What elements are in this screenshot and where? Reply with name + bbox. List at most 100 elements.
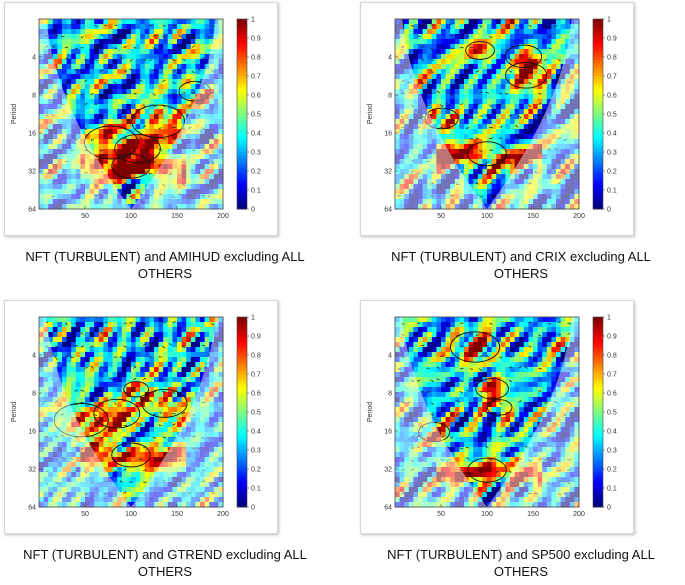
y-tick-label: 4: [32, 353, 36, 360]
y-tick-label: 64: [28, 207, 36, 214]
x-tick-label: 50: [437, 511, 445, 518]
y-tick-label: 64: [28, 505, 36, 512]
figure-caption: NFT (TURBULENT) and SP500 excluding ALL …: [356, 546, 685, 580]
colorbar-tick-label: 0.5: [607, 112, 617, 119]
y-tick-label: 32: [384, 467, 392, 474]
colorbar-tick-label: 0.4: [607, 429, 617, 436]
colorbar-tick-label: 1: [607, 315, 611, 322]
y-axis-label: Period: [11, 402, 18, 422]
y-tick-label: 8: [32, 391, 36, 398]
x-tick-label: 50: [437, 213, 445, 220]
colorbar-tick-label: 0.8: [607, 353, 617, 360]
y-tick-label: 8: [32, 93, 36, 100]
colorbar-tick-label: 0.4: [251, 429, 261, 436]
colorbar-tick-label: 0.3: [251, 448, 261, 455]
colorbar-tick-label: 0.6: [607, 391, 617, 398]
y-tick-label: 16: [384, 429, 392, 436]
colorbar-tick-label: 0.9: [607, 36, 617, 43]
colorbar-tick-label: 1: [251, 315, 255, 322]
colorbar-tick-label: 0.6: [251, 391, 261, 398]
x-tick-label: 150: [527, 213, 539, 220]
x-tick-label: 50: [81, 511, 89, 518]
y-axis-label: Period: [367, 402, 374, 422]
colorbar-tick-label: 0.8: [251, 55, 261, 62]
colorbar-tick-label: 0.5: [251, 410, 261, 417]
x-tick-label: 150: [171, 511, 183, 518]
colorbar-tick-label: 0.1: [251, 188, 261, 195]
colorbar-tick-label: 0.2: [251, 467, 261, 474]
y-tick-label: 32: [384, 169, 392, 176]
colorbar-tick-label: 0: [607, 505, 611, 512]
caption-line-1: NFT (TURBULENT) and GTREND excluding ALL: [23, 547, 307, 562]
colorbar-tick-label: 0.9: [251, 334, 261, 341]
colorbar-tick-label: 0.6: [607, 93, 617, 100]
colorbar: 0 0.1 0.2 0.3 0.4 0.5 0.6 0.7 0.8 0.9 1: [237, 315, 261, 512]
colorbar-tick-label: 0.2: [251, 169, 261, 176]
colorbar-tick-label: 0.4: [607, 131, 617, 138]
y-tick-label: 8: [388, 93, 392, 100]
colorbar-tick-label: 0: [251, 207, 255, 214]
x-tick-label: 200: [573, 213, 585, 220]
colorbar-tick-label: 0.1: [251, 486, 261, 493]
colorbar-tick-label: 0.7: [251, 372, 261, 379]
colorbar-tick-label: 0.2: [607, 169, 617, 176]
y-tick-label: 32: [28, 467, 36, 474]
colorbar: 00.10.20.30.40.50.60.70.80.91: [593, 315, 617, 512]
caption-line-1: NFT (TURBULENT) and AMIHUD excluding ALL: [25, 249, 304, 264]
colorbar-tick-label: 0.8: [251, 353, 261, 360]
colorbar-tick-label: 1: [607, 17, 611, 24]
x-tick-label: 150: [171, 213, 183, 220]
colorbar-tick-label: 0.9: [607, 334, 617, 341]
caption-line-2: OTHERS: [138, 564, 192, 579]
colorbar-tick-label: 0.5: [251, 112, 261, 119]
x-tick-label: 200: [217, 213, 229, 220]
colorbar-tick-label: 0: [251, 505, 255, 512]
colorbar-tick-label: 0.9: [251, 36, 261, 43]
y-tick-label: 64: [384, 505, 392, 512]
figure-caption: NFT (TURBULENT) and AMIHUD excluding ALL…: [0, 248, 330, 282]
figure-caption: NFT (TURBULENT) and CRIX excluding ALL O…: [356, 248, 685, 282]
colorbar: 0 0.1 0.2 0.3 0.4 0.5 0.6 0.7 0.8 0.9 1: [593, 17, 617, 214]
colorbar-tick-label: 0.8: [607, 55, 617, 62]
x-tick-label: 200: [573, 511, 585, 518]
colorbar-tick-label: 0.3: [251, 150, 261, 157]
figure-caption: NFT (TURBULENT) and GTREND excluding ALL…: [0, 546, 330, 580]
y-tick-label: 16: [384, 131, 392, 138]
y-tick-label: 16: [28, 131, 36, 138]
y-tick-label: 16: [28, 429, 36, 436]
colorbar-tick-label: 0.3: [607, 448, 617, 455]
colorbar-tick-label: 0.3: [607, 150, 617, 157]
colorbar-tick-label: 0.7: [607, 372, 617, 379]
caption-line-2: OTHERS: [494, 564, 548, 579]
colorbar-tick-label: 0.1: [607, 486, 617, 493]
caption-line-1: NFT (TURBULENT) and CRIX excluding ALL: [391, 249, 651, 264]
x-tick-label: 200: [217, 511, 229, 518]
colorbar-tick-label: 0.7: [251, 74, 261, 81]
y-tick-label: 4: [388, 55, 392, 62]
colorbar-tick-label: 0.6: [251, 93, 261, 100]
colorbar-tick-label: 0.4: [251, 131, 261, 138]
colorbar-tick-label: 0: [607, 207, 611, 214]
caption-line-2: OTHERS: [138, 266, 192, 281]
colorbar-tick-label: 1: [251, 17, 255, 24]
y-axis-label: Period: [11, 104, 18, 124]
x-tick-label: 100: [481, 511, 493, 518]
colorbar-tick-label: 0.7: [607, 74, 617, 81]
colorbar-tick-label: 0.1: [607, 188, 617, 195]
y-tick-label: 8: [388, 391, 392, 398]
x-tick-label: 100: [125, 213, 137, 220]
x-tick-label: 100: [481, 213, 493, 220]
x-tick-label: 150: [527, 511, 539, 518]
y-tick-label: 32: [28, 169, 36, 176]
x-tick-label: 50: [81, 213, 89, 220]
